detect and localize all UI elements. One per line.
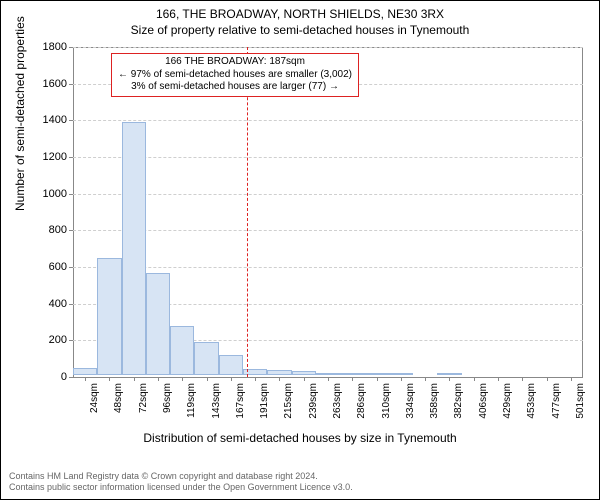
x-tick-label: 215sqm bbox=[283, 383, 294, 433]
y-tick-label: 0 bbox=[7, 371, 67, 383]
y-tick-label: 400 bbox=[7, 298, 67, 310]
histogram-bar bbox=[292, 371, 316, 375]
x-tick-mark bbox=[279, 377, 280, 381]
x-tick-mark bbox=[109, 377, 110, 381]
chart-subtitle: Size of property relative to semi-detach… bbox=[1, 23, 599, 37]
x-tick-label: 119sqm bbox=[186, 383, 197, 433]
y-tick-mark bbox=[69, 267, 73, 268]
y-tick-mark bbox=[69, 340, 73, 341]
x-tick-label: 286sqm bbox=[356, 383, 367, 433]
histogram-bar bbox=[219, 355, 243, 375]
y-tick-label: 1400 bbox=[7, 114, 67, 126]
x-tick-label: 334sqm bbox=[405, 383, 416, 433]
x-tick-label: 453sqm bbox=[526, 383, 537, 433]
x-tick-label: 310sqm bbox=[381, 383, 392, 433]
footer-line-2: Contains public sector information licen… bbox=[9, 482, 591, 493]
gridline bbox=[73, 194, 583, 195]
x-axis-label: Distribution of semi-detached houses by … bbox=[1, 431, 599, 445]
histogram-bar bbox=[97, 258, 121, 375]
x-tick-mark bbox=[134, 377, 135, 381]
x-tick-mark bbox=[425, 377, 426, 381]
x-tick-mark bbox=[255, 377, 256, 381]
gridline bbox=[73, 157, 583, 158]
y-tick-mark bbox=[69, 304, 73, 305]
y-tick-label: 200 bbox=[7, 334, 67, 346]
x-tick-label: 382sqm bbox=[453, 383, 464, 433]
x-tick-label: 406sqm bbox=[478, 383, 489, 433]
histogram-bar bbox=[267, 370, 291, 375]
histogram-bar bbox=[316, 373, 340, 375]
x-tick-mark bbox=[352, 377, 353, 381]
histogram-bar bbox=[437, 373, 461, 375]
x-tick-label: 48sqm bbox=[113, 383, 124, 433]
y-tick-label: 1800 bbox=[7, 41, 67, 53]
x-tick-mark bbox=[182, 377, 183, 381]
y-tick-label: 1200 bbox=[7, 151, 67, 163]
x-tick-label: 239sqm bbox=[308, 383, 319, 433]
x-tick-mark bbox=[328, 377, 329, 381]
chart-container: 166, THE BROADWAY, NORTH SHIELDS, NE30 3… bbox=[0, 0, 600, 500]
x-tick-mark bbox=[547, 377, 548, 381]
gridline bbox=[73, 120, 583, 121]
annotation-line-2: ← 97% of semi-detached houses are smalle… bbox=[118, 69, 352, 82]
x-tick-label: 143sqm bbox=[211, 383, 222, 433]
gridline bbox=[73, 47, 583, 48]
annotation-line-1: 166 THE BROADWAY: 187sqm bbox=[118, 56, 352, 69]
x-tick-label: 191sqm bbox=[259, 383, 270, 433]
x-tick-mark bbox=[401, 377, 402, 381]
x-tick-label: 501sqm bbox=[575, 383, 586, 433]
histogram-bar bbox=[364, 373, 388, 375]
y-tick-label: 1000 bbox=[7, 188, 67, 200]
chart-title-line1: 166, THE BROADWAY, NORTH SHIELDS, NE30 3… bbox=[1, 7, 599, 21]
x-tick-mark bbox=[377, 377, 378, 381]
y-tick-label: 800 bbox=[7, 224, 67, 236]
x-tick-label: 358sqm bbox=[429, 383, 440, 433]
histogram-bar bbox=[122, 122, 146, 375]
y-tick-mark bbox=[69, 230, 73, 231]
histogram-bar bbox=[194, 342, 218, 375]
x-tick-label: 72sqm bbox=[138, 383, 149, 433]
gridline bbox=[73, 230, 583, 231]
x-tick-label: 429sqm bbox=[502, 383, 513, 433]
x-tick-label: 477sqm bbox=[551, 383, 562, 433]
footer-line-1: Contains HM Land Registry data © Crown c… bbox=[9, 471, 591, 482]
x-tick-mark bbox=[449, 377, 450, 381]
x-tick-mark bbox=[231, 377, 232, 381]
x-tick-mark bbox=[498, 377, 499, 381]
x-tick-mark bbox=[304, 377, 305, 381]
histogram-bar bbox=[73, 368, 97, 375]
histogram-bar bbox=[146, 273, 170, 375]
reference-line bbox=[247, 47, 248, 377]
x-tick-label: 167sqm bbox=[235, 383, 246, 433]
x-tick-mark bbox=[571, 377, 572, 381]
gridline bbox=[73, 267, 583, 268]
y-tick-mark bbox=[69, 120, 73, 121]
x-tick-mark bbox=[474, 377, 475, 381]
y-tick-mark bbox=[69, 377, 73, 378]
y-tick-label: 1600 bbox=[7, 78, 67, 90]
x-tick-mark bbox=[85, 377, 86, 381]
y-tick-mark bbox=[69, 84, 73, 85]
y-axis-line bbox=[73, 47, 74, 377]
x-tick-label: 263sqm bbox=[332, 383, 343, 433]
x-tick-label: 24sqm bbox=[89, 383, 100, 433]
footer-attribution: Contains HM Land Registry data © Crown c… bbox=[9, 471, 591, 494]
x-tick-label: 96sqm bbox=[162, 383, 173, 433]
histogram-bar bbox=[389, 373, 413, 375]
y-tick-label: 600 bbox=[7, 261, 67, 273]
annotation-line-3: 3% of semi-detached houses are larger (7… bbox=[118, 81, 352, 94]
histogram-bar bbox=[170, 326, 194, 375]
x-tick-mark bbox=[207, 377, 208, 381]
y-tick-mark bbox=[69, 194, 73, 195]
annotation-box: 166 THE BROADWAY: 187sqm ← 97% of semi-d… bbox=[111, 53, 359, 97]
x-tick-mark bbox=[158, 377, 159, 381]
y-tick-mark bbox=[69, 157, 73, 158]
histogram-bar bbox=[340, 373, 364, 375]
x-tick-mark bbox=[522, 377, 523, 381]
y-tick-mark bbox=[69, 47, 73, 48]
